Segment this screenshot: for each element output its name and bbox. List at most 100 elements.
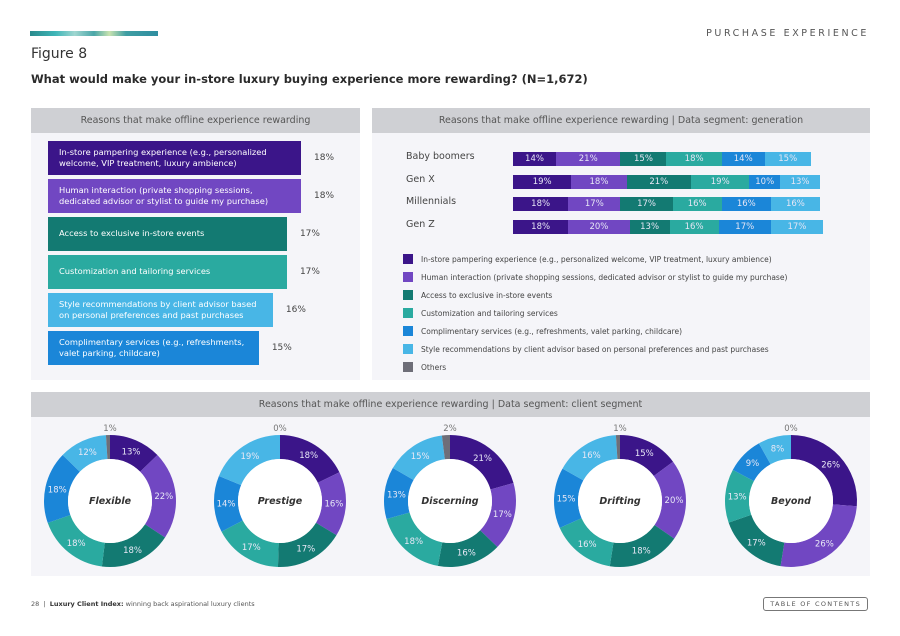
legend-item: Access to exclusive in-store events <box>403 286 787 304</box>
slice-label: 15% <box>635 449 654 459</box>
doc-subtitle: winning back aspirational luxury clients <box>125 600 255 608</box>
bar-segment: 16% <box>672 197 722 211</box>
donut-slice <box>758 435 791 465</box>
bar-value-label: 17% <box>299 229 320 239</box>
bar-label: Access to exclusive in-store events <box>59 228 205 239</box>
slice-label: 17% <box>296 544 315 554</box>
slice-label: 12% <box>78 448 97 458</box>
panel-title: Reasons that make offline experience rew… <box>372 108 870 133</box>
slice-label: 18% <box>299 451 318 461</box>
donut-slice <box>559 518 614 567</box>
donut-slice <box>392 435 445 480</box>
panel-title: Reasons that make offline experience rew… <box>31 108 360 133</box>
legend-item: Style recommendations by client advisor … <box>403 340 787 358</box>
bar-segment: 13% <box>629 219 670 234</box>
slice-label: 18% <box>404 537 423 547</box>
slice-label: 17% <box>242 543 261 553</box>
donut-hole <box>749 459 833 543</box>
donut-slice <box>44 455 80 523</box>
segment-name: Beyond <box>771 496 811 507</box>
generation-label: Gen X <box>406 173 435 185</box>
legend-swatch <box>403 326 413 336</box>
doc-title: Luxury Client Index: <box>49 600 124 608</box>
donut-slice <box>277 522 337 567</box>
bar-segment: 19% <box>513 174 572 189</box>
donut-slice <box>554 468 584 528</box>
donut-hole <box>408 459 492 543</box>
legend-label: Customization and tailoring services <box>421 308 558 318</box>
bar-segment: 14% <box>513 152 556 166</box>
stacked-bar: 14% 21% 15% 18% 14% 15% <box>513 152 811 166</box>
generation-label: Millennials <box>406 196 457 207</box>
donut-drifting: 15% 20% 18% 16% 15% 16% 1% Drifting <box>554 424 687 567</box>
bar-label: Human interaction (private shopping sess… <box>59 184 269 206</box>
slice-label: 13% <box>387 490 406 500</box>
legend-item: Complimentary services (e.g., refreshmen… <box>403 322 787 340</box>
slice-label: 13% <box>122 447 141 457</box>
bar: Complimentary services (e.g., refreshmen… <box>48 331 259 365</box>
bar-segment: 17% <box>718 219 771 234</box>
donut-beyond: 26% 26% 17% 13% 9% 8% 0% Beyond <box>725 424 857 567</box>
footer: 28 | Luxury Client Index: winning back a… <box>31 600 255 608</box>
legend-label: Style recommendations by client advisor … <box>421 344 769 354</box>
legend-item: Customization and tailoring services <box>403 304 787 322</box>
stacked-bar: 19% 18% 21% 19% 10% 13% <box>513 174 820 189</box>
donut-slice <box>315 472 346 536</box>
table-of-contents-button[interactable]: TABLE OF CONTENTS <box>763 597 868 611</box>
bar-segment: 18% <box>571 174 627 189</box>
section-label: PURCHASE EXPERIENCE <box>706 28 869 39</box>
donut-slice <box>386 512 443 566</box>
legend-swatch <box>403 344 413 354</box>
slice-label: 16% <box>324 500 343 510</box>
bar-segment: 15% <box>764 152 811 166</box>
legend-label: Human interaction (private shopping sess… <box>421 272 788 282</box>
bar-segment: 16% <box>669 219 719 234</box>
donut-slice <box>384 468 414 520</box>
donut-hole <box>238 459 322 543</box>
bar-label: In-store pampering experience (e.g., per… <box>59 146 267 168</box>
slice-label: 1% <box>103 424 117 434</box>
slice-label: 26% <box>821 460 840 470</box>
donut-slice <box>780 504 857 567</box>
segment-name: Prestige <box>258 496 303 507</box>
slice-label: 17% <box>747 538 766 548</box>
generation-label: Gen Z <box>406 218 435 230</box>
bar-segment: 20% <box>568 219 630 234</box>
stacked-bar: 18% 20% 13% 16% 17% 17% <box>513 219 824 234</box>
donut-slice <box>620 435 674 476</box>
legend-swatch <box>403 290 413 300</box>
legend-label: Complimentary services (e.g., refreshmen… <box>421 326 683 336</box>
bar-segment: 14% <box>721 152 765 166</box>
legend-label: Access to exclusive in-store events <box>421 290 553 300</box>
bar-segment: 15% <box>620 152 667 166</box>
donut-slice <box>480 482 516 547</box>
figure-label: Figure 8 <box>31 46 88 62</box>
slice-label: 1% <box>613 424 627 434</box>
slice-label: 22% <box>154 492 173 502</box>
footer-separator: | <box>43 600 46 608</box>
bar-value-label: 18% <box>314 153 335 163</box>
bar-segment: 21% <box>555 152 621 166</box>
donut-slice <box>725 469 754 523</box>
donut-slice <box>47 514 105 567</box>
bar-segment: 19% <box>691 174 750 189</box>
generation-panel: Reasons that make offline experience rew… <box>372 108 870 380</box>
slice-label: 8% <box>771 445 785 455</box>
bar-label: Complimentary services (e.g., refreshmen… <box>59 336 245 358</box>
donut-slice <box>791 435 857 507</box>
donut-flexible: 13% 22% 18% 18% 18% 12% 1% Flexible <box>44 424 177 567</box>
page-number: 28 <box>31 600 40 608</box>
donut-slice <box>450 435 514 490</box>
stacked-bar: 18% 17% 17% 16% 16% 16% <box>513 197 820 211</box>
bar-value-label: 15% <box>271 343 292 353</box>
donut-prestige: 18% 16% 17% 17% 14% 19% 0% Prestige <box>214 424 346 567</box>
decorative-stripe <box>30 31 158 36</box>
donut-slice <box>218 435 280 486</box>
slice-label: 15% <box>411 452 430 462</box>
bar: Style recommendations by client advisor … <box>48 293 273 327</box>
figure-title: What would make your in-store luxury buy… <box>31 72 588 86</box>
slice-label: 20% <box>665 496 684 506</box>
bar-value-label: 17% <box>299 267 320 277</box>
donut-slice <box>609 524 675 567</box>
bar-segment: 18% <box>666 152 722 166</box>
